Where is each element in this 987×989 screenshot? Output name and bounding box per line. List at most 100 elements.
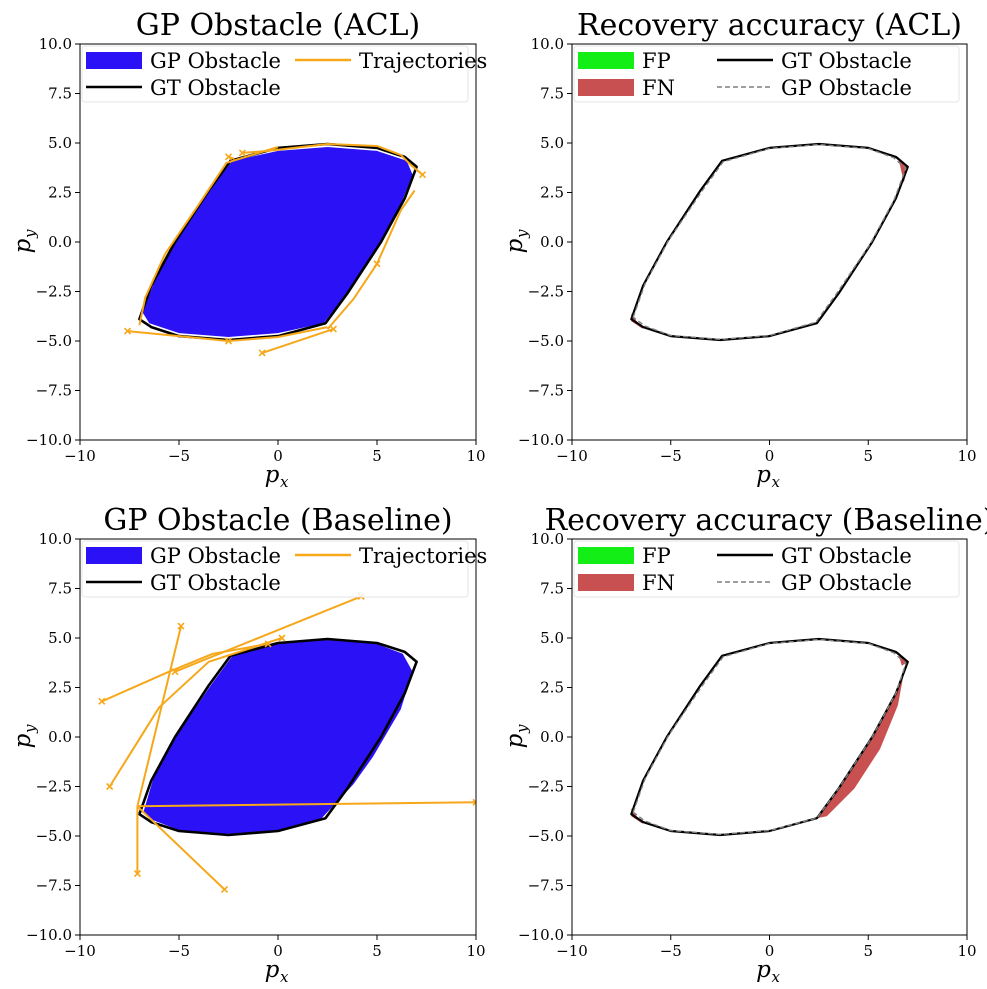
y-tick-label: −2.5 xyxy=(36,283,72,301)
x-tick-label: 0 xyxy=(273,447,283,465)
marker-stroke xyxy=(329,325,338,333)
legend-label: GP Obstacle xyxy=(781,571,912,595)
y-tick-label: −10.0 xyxy=(26,431,72,449)
x-tick-label: 10 xyxy=(466,942,485,960)
panel-acl-acc: −10 −5 0 5 10 −10.0 −7.5 −5.0 −2.5 0.0 2.5 5.0 7.5 10… xyxy=(502,8,977,491)
x-tick-label: −5 xyxy=(168,942,190,960)
legend-label: FP xyxy=(642,544,671,568)
trajectory-marker xyxy=(98,697,106,705)
y-tick-label: −7.5 xyxy=(36,382,72,400)
marker-stroke xyxy=(220,885,229,894)
legend: GP Obstacle GT Obstacle Trajectories xyxy=(81,45,487,103)
marker-stroke xyxy=(133,870,141,878)
y-tick-label: 5.0 xyxy=(48,629,72,647)
trajectory-marker xyxy=(264,640,272,648)
trajectory-line xyxy=(261,328,334,354)
trajectory-marker xyxy=(258,349,266,357)
x-axis-label-subscript: x xyxy=(280,473,289,491)
y-tick-label: 2.5 xyxy=(540,184,564,202)
legend-label: FN xyxy=(642,571,675,595)
y-tick-label: −5.0 xyxy=(528,332,564,350)
gp-obstacle-dashed-line xyxy=(632,638,907,836)
y-tick-label: −10.0 xyxy=(26,926,72,944)
marker-stroke xyxy=(224,153,233,161)
y-tick-label: 10.0 xyxy=(531,530,564,548)
legend-label: GT Obstacle xyxy=(150,571,281,595)
y-tick-label: 10.0 xyxy=(39,530,72,548)
legend-box xyxy=(81,540,469,598)
marker-stroke xyxy=(418,171,427,179)
legend-item: GT Obstacle xyxy=(86,76,281,100)
trajectory-marker xyxy=(278,634,286,642)
legend-label: GP Obstacle xyxy=(150,49,281,73)
trajectory-line xyxy=(108,637,283,788)
legend-item: GT Obstacle xyxy=(86,571,281,595)
y-axis-label-group: py xyxy=(502,724,531,748)
marker-stroke xyxy=(171,668,179,676)
y-tick-label: 0.0 xyxy=(540,233,564,251)
x-tick-label: −10 xyxy=(556,447,588,465)
gt-obstacle-line xyxy=(630,637,909,837)
legend-label: Trajectories xyxy=(359,544,487,568)
trajectory-line xyxy=(136,625,182,807)
legend-item: FN xyxy=(578,571,675,595)
y-tick-label: 2.5 xyxy=(48,679,72,697)
x-tick-label: −10 xyxy=(64,447,96,465)
x-axis-label: p xyxy=(265,462,280,488)
marker-stroke xyxy=(472,801,476,806)
legend-item: GP Obstacle xyxy=(717,76,912,100)
legend-item: GP Obstacle xyxy=(86,544,281,568)
panel-acl-gp: −10 −5 0 5 10 −10.0 −7.5 −5.0 −2.5 0.0 2.5 5.0 7.5 10… xyxy=(10,8,487,491)
y-axis-label-group: py xyxy=(10,724,39,748)
legend-item: FN xyxy=(578,76,675,100)
trajectory-line xyxy=(138,146,279,326)
legend-label: Trajectories xyxy=(359,49,487,73)
marker-stroke xyxy=(106,782,114,791)
y-tick-label: −7.5 xyxy=(36,877,72,895)
y-tick-label: −5.0 xyxy=(528,827,564,845)
legend: GP Obstacle GT Obstacle Trajectories xyxy=(81,540,487,598)
x-tick-label: 5 xyxy=(372,942,382,960)
panel-baseline-gp: −10 −5 0 5 10 −10.0 −7.5 −5.0 −2.5 0.0 2.5 5.0 7.5 10… xyxy=(10,503,487,986)
marker-stroke xyxy=(278,634,286,642)
x-tick-label: 10 xyxy=(466,447,485,465)
gp-obstacle-region xyxy=(142,147,413,337)
y-tick-label: −2.5 xyxy=(528,778,564,796)
gt-obstacle-line xyxy=(138,637,418,837)
y-tick-label: 2.5 xyxy=(540,679,564,697)
legend-label: GP Obstacle xyxy=(781,76,912,100)
legend-box xyxy=(573,45,960,103)
legend-item: FP xyxy=(578,49,671,73)
axes-frame xyxy=(571,43,968,441)
legend-item: FP xyxy=(578,544,671,568)
trajectory-marker xyxy=(133,870,141,878)
y-tick-label: −7.5 xyxy=(528,382,564,400)
y-axis-label-subscript: y xyxy=(513,724,531,734)
y-tick-label: −7.5 xyxy=(528,877,564,895)
legend: FP FN GT Obstacle GP Obstacle xyxy=(573,45,960,103)
plot-area xyxy=(630,142,909,342)
x-axis-label: p xyxy=(756,957,771,983)
legend-patch xyxy=(86,547,142,564)
x-tick-label: −5 xyxy=(660,447,682,465)
x-tick-label: −5 xyxy=(660,942,682,960)
legend-item: GT Obstacle xyxy=(717,49,912,73)
y-tick-label: 7.5 xyxy=(540,580,564,598)
marker-stroke xyxy=(258,349,266,357)
x-tick-label: 5 xyxy=(863,942,873,960)
trajectory-line xyxy=(137,801,476,808)
trajectory-marker xyxy=(224,153,233,161)
y-tick-label: 10.0 xyxy=(531,35,564,53)
x-axis-label-subscript: x xyxy=(772,473,781,491)
chart-title: Recovery accuracy (ACL) xyxy=(577,8,962,43)
y-tick-label: 7.5 xyxy=(48,580,72,598)
plot-area xyxy=(98,592,476,894)
marker-stroke xyxy=(98,697,106,705)
plot-area xyxy=(123,142,427,357)
gp-obstacle-dashed-line xyxy=(632,143,907,341)
legend-item: GT Obstacle xyxy=(717,544,912,568)
trajectory-marker xyxy=(472,798,476,806)
y-tick-label: 7.5 xyxy=(540,85,564,103)
trajectory-marker xyxy=(238,149,246,157)
y-tick-label: 5.0 xyxy=(540,134,564,152)
